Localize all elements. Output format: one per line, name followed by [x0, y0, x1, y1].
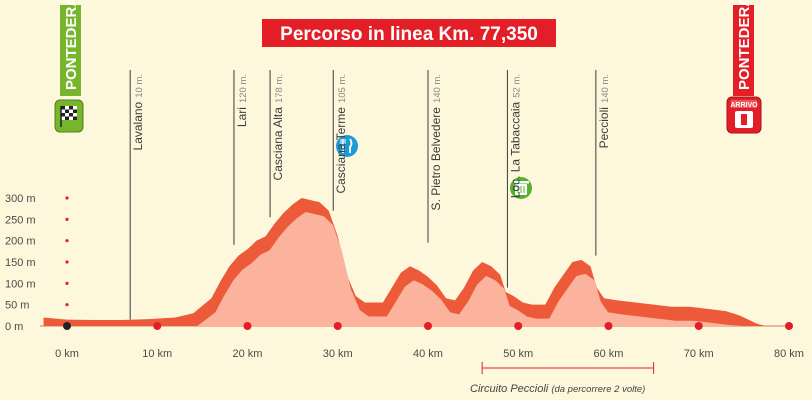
waypoint-label: Peccioli140 m.	[597, 74, 611, 148]
x-tick-dot	[153, 322, 162, 330]
circuit-label: Circuito Peccioli (da percorrere 2 volte…	[470, 383, 645, 395]
waypoint-layer: Lavalano10 m. Lari120 m. Casciana Alta178 …	[129, 70, 611, 320]
title-banner: Percorso in linea Km. 77,350	[262, 19, 556, 47]
x-tick-label: 30 km	[323, 348, 353, 360]
y-tick-label: 250 m	[5, 214, 36, 226]
waypoint-label: Lari120 m.	[235, 74, 249, 127]
x-tick-dot	[243, 322, 252, 330]
x-tick-dot	[694, 322, 703, 330]
y-tick-label: 0 m	[5, 321, 23, 333]
y-tick-dot	[65, 281, 69, 285]
checkered-flag-icon	[60, 106, 77, 127]
x-tick-label: 50 km	[503, 348, 533, 360]
x-tick-label: 20 km	[233, 348, 263, 360]
y-tick-dot	[65, 260, 69, 264]
x-tick-dot	[63, 322, 71, 330]
finish-line-icon	[735, 111, 753, 128]
y-tick-label: 50 m	[5, 300, 29, 312]
start-banner: PONTEDERA	[54, 0, 84, 133]
x-tick-label: 60 km	[594, 348, 624, 360]
circuit-name: Circuito Peccioli	[470, 383, 549, 395]
trash-bin-icon	[510, 177, 532, 199]
x-tick-label: 70 km	[684, 348, 714, 360]
profile-area-light	[47, 212, 770, 326]
circuit-bracket: Circuito Peccioli (da percorrere 2 volte…	[470, 362, 655, 395]
chart-title: Percorso in linea Km. 77,350	[280, 24, 538, 45]
waypoint-label: Casciana Alta178 m.	[271, 74, 285, 180]
y-tick-label: 150 m	[5, 257, 36, 269]
y-tick-dot	[65, 303, 69, 307]
waypoint-label: Loc. La Tabaccaia52 m.	[508, 74, 522, 198]
x-tick-label: 40 km	[413, 348, 443, 360]
start-city-label: PONTEDERA	[63, 0, 80, 90]
x-tick-dot	[424, 322, 432, 330]
finish-badge-label: ARRIVO	[730, 102, 758, 109]
y-tick-label: 200 m	[5, 236, 36, 248]
y-tick-label: 300 m	[5, 193, 36, 205]
y-tick-dot	[65, 217, 69, 221]
waypoint-label: Casciana Terme105 m.	[334, 74, 348, 194]
elevation-profile	[43, 198, 793, 330]
finish-banner: PONTEDERA ARRIVO	[726, 0, 762, 134]
y-tick-dot	[65, 196, 69, 200]
waypoint-label: Lavalano10 m.	[131, 74, 145, 150]
cutlery-icon	[336, 135, 358, 157]
waypoint-label: S. Pietro Belvedere140 m.	[429, 74, 443, 210]
x-tick-dot	[514, 322, 523, 330]
x-tick-label: 80 km	[774, 348, 804, 360]
x-tick-dot	[604, 322, 613, 330]
circuit-note: (da percorrere 2 volte)	[551, 384, 645, 395]
finish-city-label: PONTEDERA	[736, 0, 753, 90]
y-tick-dot	[65, 239, 69, 243]
x-tick-label: 0 km	[55, 348, 79, 360]
x-tick-label: 10 km	[142, 348, 172, 360]
y-tick-label: 100 m	[5, 278, 36, 290]
x-tick-dot	[333, 322, 342, 330]
x-tick-dot	[785, 322, 793, 330]
